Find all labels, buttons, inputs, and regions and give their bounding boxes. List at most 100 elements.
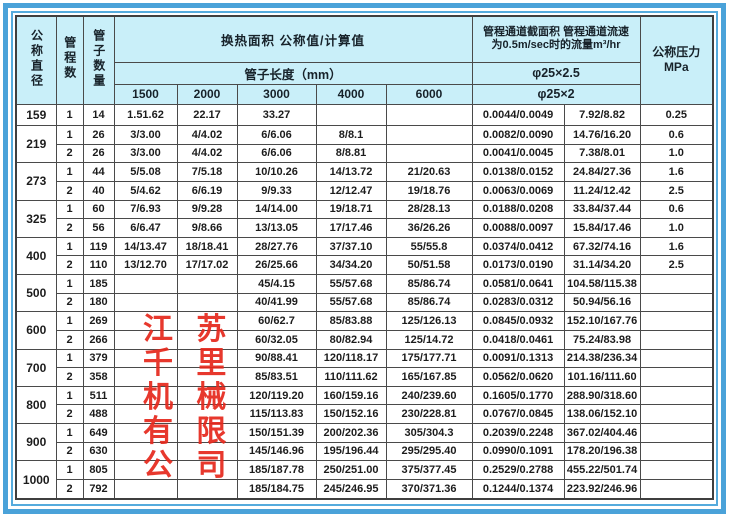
table-row: 2 110 13/12.70 17/17.02 26/25.66 34/34.20 50/5… [16,255,714,275]
cell-6000: 240/239.60 [385,385,473,406]
cell-passes: 1 [55,423,84,443]
header-heat-exchange-area: 换热面积 公称值/计算值 [113,15,473,63]
cell-1500: 1.51.62 [113,103,178,126]
cell-section-area: 0.0091/0.1313 [471,348,565,369]
cell-4000: 85/83.88 [315,311,387,331]
cell-pressure [639,441,714,462]
cell-3000: 9/9.33 [236,180,317,201]
table-header: 公称直径 管程数 管子数量 换热面积 公称值/计算值 管程通道截面积 管程通道流… [15,15,714,105]
cell-1500: 7/6.93 [113,199,178,220]
cell-pressure [639,423,714,443]
cell-pressure: 1.6 [639,236,714,257]
cell-2000 [176,385,238,406]
cell-3000: 45/4.15 [236,274,317,294]
cell-2000 [176,478,238,500]
cell-diameter: 800 [15,385,57,425]
cell-6000: 175/177.71 [385,348,473,369]
cell-diameter: 600 [15,311,57,350]
cell-section-area: 0.0173/0.0190 [471,255,565,275]
cell-pressure: 0.6 [639,199,714,220]
cell-3000: 185/184.75 [236,478,317,500]
cell-pressure: 1.0 [639,143,714,164]
cell-flow-rate: 101.16/111.60 [563,367,641,387]
cell-1500: 13/12.70 [113,255,178,275]
inner-blue-frame: 公称直径 管程数 管子数量 换热面积 公称值/计算值 管程通道截面积 管程通道流… [11,11,718,506]
cell-tubes: 511 [82,385,115,406]
cell-2000 [176,292,238,313]
cell-flow-rate: 15.84/17.46 [563,218,641,238]
cell-diameter: 900 [15,422,57,462]
table-row: 800 1 511 120/119.20 160/159.16 240/239.60 0.1… [15,385,714,425]
cell-pressure [639,460,714,480]
header-phi-25x2-5: φ25×2.5 [471,61,641,85]
cell-1500: 3/3.00 [113,143,178,164]
header-nominal-pressure: 公称压力 MPa [639,15,714,105]
cell-2000 [176,348,238,369]
cell-6000: 165/167.85 [385,367,473,387]
cell-diameter: 400 [15,236,57,276]
cell-4000: 110/111.62 [315,367,387,387]
cell-2000: 7/5.18 [176,162,238,182]
cell-section-area: 0.0188/0.0208 [471,199,565,220]
cell-3000: 13/13.05 [236,218,317,238]
cell-passes: 2 [55,143,84,164]
cell-pressure [639,367,714,387]
header-tube-length: 管子长度（mm） [113,61,473,85]
cell-section-area: 0.0063/0.0069 [471,180,565,201]
cell-section-area: 0.0138/0.0152 [471,162,565,182]
cell-1500 [113,441,178,462]
header-channel-line2: 为0.5m/sec时的流量m³/hr [491,39,621,52]
cell-3000: 33.27 [236,103,317,126]
cell-tubes: 110 [82,255,115,275]
cell-diameter: 219 [15,124,57,164]
cell-4000: 12/12.47 [315,180,387,201]
cell-pressure: 2.5 [639,255,714,275]
cell-flow-rate: 50.94/56.16 [563,292,641,313]
cell-4000: 55/57.68 [315,292,387,313]
header-length-3000: 3000 [236,83,317,105]
cell-3000: 150/151.39 [236,423,317,443]
cell-pressure [639,404,714,424]
table-row: 219 1 26 3/3.00 4/4.02 6/6.06 8/8.1 0.0082/0.00… [15,124,714,164]
cell-section-area: 0.0418/0.0461 [471,329,565,350]
cell-passes: 2 [55,180,84,201]
cell-1500 [113,329,178,350]
table-row: 2 180 40/41.99 55/57.68 85/86.74 0.0283/0.031… [16,292,714,313]
cell-flow-rate: 367.02/404.46 [563,423,641,443]
cell-6000 [385,143,473,164]
cell-tubes: 630 [82,441,115,462]
cell-6000: 28/28.13 [385,199,473,220]
table-row: 2 792 185/184.75 245/246.95 370/371.36 0.1244… [16,478,714,500]
cell-6000: 55/55.8 [385,236,473,257]
cell-passes: 2 [55,292,84,313]
cell-pressure [639,478,714,500]
cell-tubes: 488 [82,404,115,424]
cell-flow-rate: 214.38/236.34 [563,348,641,369]
cell-2000 [176,404,238,424]
cell-1500 [113,460,178,480]
cell-2000 [176,460,238,480]
cell-passes: 1 [55,236,84,257]
cell-passes: 2 [55,218,84,238]
cell-diameter: 1000 [15,460,57,500]
cell-pressure [639,292,714,313]
cell-1500 [113,423,178,443]
cell-pressure [639,329,714,350]
cell-6000: 370/371.36 [385,478,473,500]
table-row: 1000 1 805 185/187.78 250/251.00 375/377.45 0.… [15,460,714,500]
cell-passes: 2 [55,255,84,275]
cell-1500: 3/3.00 [113,125,178,145]
table-area: 公称直径 管程数 管子数量 换热面积 公称值/计算值 管程通道截面积 管程通道流… [15,15,715,500]
cell-6000: 125/126.13 [385,311,473,331]
cell-4000: 195/196.44 [315,441,387,462]
cell-section-area: 0.0767/0.0845 [471,404,565,424]
cell-1500 [113,478,178,500]
cell-passes: 1 [55,103,84,126]
cell-1500: 5/4.62 [113,180,178,201]
table-row: 2 488 115/113.83 150/152.16 230/228.81 0.0767… [16,404,714,424]
cell-4000: 245/246.95 [315,478,387,500]
cell-4000: 150/152.16 [315,404,387,424]
cell-tubes: 649 [82,423,115,443]
cell-2000: 9/9.28 [176,199,238,220]
cell-flow-rate: 104.58/115.38 [563,274,641,294]
